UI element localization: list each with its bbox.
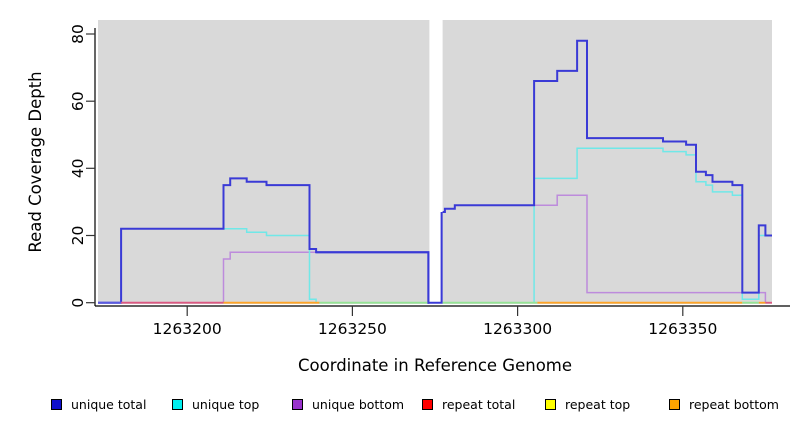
y-axis-title: Read Coverage Depth — [26, 71, 45, 253]
legend-swatch-repeat-total — [422, 399, 433, 410]
legend-label: repeat total — [442, 397, 516, 412]
coverage-gap — [429, 20, 443, 304]
legend-item-unique-bottom: unique bottom — [292, 397, 404, 412]
y-tick-label: 0 — [69, 298, 87, 308]
series-unique-total — [98, 39, 772, 304]
y-tick-label: 80 — [69, 24, 87, 44]
legend-label: repeat top — [565, 397, 631, 412]
x-tick-label: 1263350 — [648, 320, 717, 338]
legend-swatch-unique-total — [51, 399, 62, 410]
x-tick-label: 1263250 — [318, 320, 387, 338]
x-axis-title: Coordinate in Reference Genome — [297, 356, 573, 375]
legend-item-unique-total: unique total — [51, 397, 146, 412]
legend-swatch-unique-top — [172, 399, 183, 410]
y-tick-label: 60 — [69, 91, 87, 111]
legend-swatch-repeat-top — [545, 399, 556, 410]
legend-label: repeat bottom — [689, 397, 779, 412]
x-tick-label: 1263300 — [483, 320, 552, 338]
legend-item-repeat-top: repeat top — [545, 397, 630, 412]
legend-swatch-repeat-bottom — [669, 399, 680, 410]
legend: unique total unique top unique bottom repea… — [0, 397, 792, 417]
legend-label: unique total — [71, 397, 147, 412]
legend-item-repeat-total: repeat total — [422, 397, 515, 412]
y-tick-label: 20 — [69, 226, 87, 246]
legend-item-repeat-bottom: repeat bottom — [669, 397, 779, 412]
y-tick-label: 40 — [69, 158, 87, 178]
x-tick-label: 1263200 — [153, 320, 222, 338]
legend-swatch-unique-bottom — [292, 399, 303, 410]
legend-label: unique top — [192, 397, 260, 412]
legend-label: unique bottom — [312, 397, 405, 412]
series-unique-total-gap-dip — [316, 212, 443, 304]
legend-item-unique-top: unique top — [172, 397, 259, 412]
